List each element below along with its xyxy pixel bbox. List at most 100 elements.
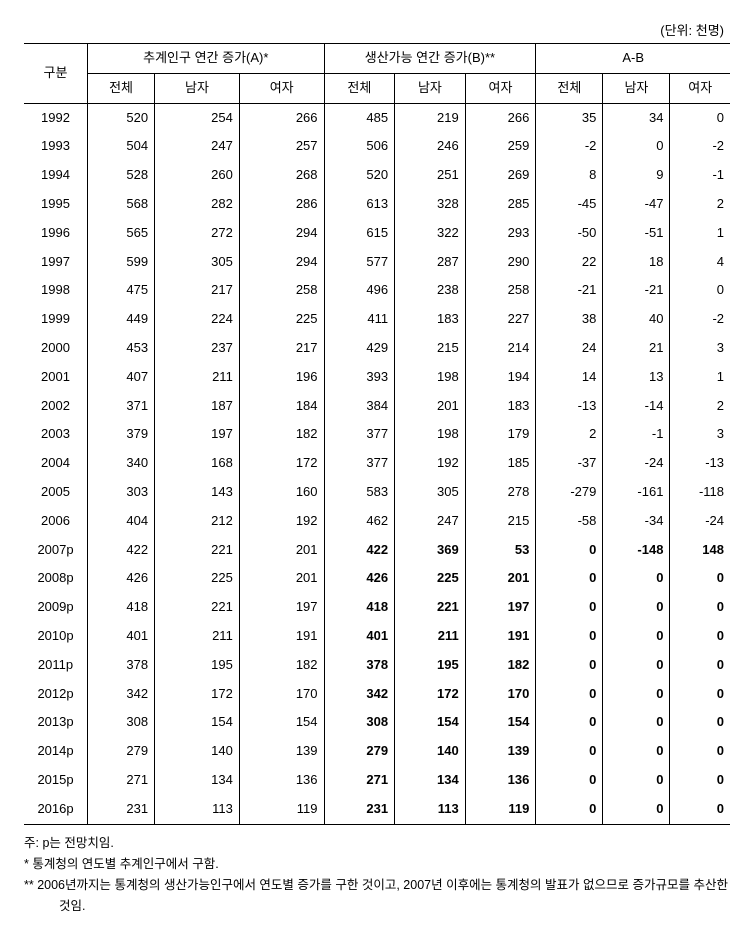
a-cell: 197 xyxy=(155,420,240,449)
a-cell: 342 xyxy=(88,680,155,709)
header-a-male: 남자 xyxy=(155,73,240,103)
year-cell: 1994 xyxy=(24,161,88,190)
d-cell: -2 xyxy=(670,132,730,161)
b-cell: 113 xyxy=(395,795,466,824)
b-cell: 194 xyxy=(465,363,536,392)
d-cell: 0 xyxy=(670,680,730,709)
a-cell: 192 xyxy=(239,507,324,536)
d-cell: 40 xyxy=(603,305,670,334)
table-row: 199252025426648521926635340 xyxy=(24,103,730,132)
table-row: 2010p401211191401211191000 xyxy=(24,622,730,651)
d-cell: -148 xyxy=(603,536,670,565)
a-cell: 134 xyxy=(155,766,240,795)
d-cell: 2 xyxy=(536,420,603,449)
a-cell: 504 xyxy=(88,132,155,161)
year-cell: 2011p xyxy=(24,651,88,680)
d-cell: 0 xyxy=(603,622,670,651)
d-cell: 0 xyxy=(536,593,603,622)
year-cell: 2005 xyxy=(24,478,88,507)
a-cell: 266 xyxy=(239,103,324,132)
d-cell: 8 xyxy=(536,161,603,190)
year-cell: 1992 xyxy=(24,103,88,132)
year-cell: 2009p xyxy=(24,593,88,622)
d-cell: -1 xyxy=(603,420,670,449)
d-cell: -24 xyxy=(670,507,730,536)
table-row: 2008p426225201426225201000 xyxy=(24,564,730,593)
b-cell: 485 xyxy=(324,103,395,132)
footnote-p: 주: p는 전망치임. xyxy=(24,833,730,854)
b-cell: 182 xyxy=(465,651,536,680)
b-cell: 293 xyxy=(465,219,536,248)
d-cell: 9 xyxy=(603,161,670,190)
b-cell: 426 xyxy=(324,564,395,593)
a-cell: 407 xyxy=(88,363,155,392)
b-cell: 183 xyxy=(465,392,536,421)
year-cell: 2015p xyxy=(24,766,88,795)
d-cell: 0 xyxy=(603,132,670,161)
a-cell: 520 xyxy=(88,103,155,132)
b-cell: 369 xyxy=(395,536,466,565)
d-cell: 13 xyxy=(603,363,670,392)
d-cell: 0 xyxy=(670,795,730,824)
a-cell: 294 xyxy=(239,248,324,277)
d-cell: 35 xyxy=(536,103,603,132)
a-cell: 258 xyxy=(239,276,324,305)
table-row: 2004340168172377192185-37-24-13 xyxy=(24,449,730,478)
b-cell: 290 xyxy=(465,248,536,277)
table-row: 2012p342172170342172170000 xyxy=(24,680,730,709)
b-cell: 615 xyxy=(324,219,395,248)
d-cell: 0 xyxy=(536,737,603,766)
header-b-total: 전체 xyxy=(324,73,395,103)
a-cell: 170 xyxy=(239,680,324,709)
d-cell: 0 xyxy=(536,536,603,565)
a-cell: 168 xyxy=(155,449,240,478)
b-cell: 462 xyxy=(324,507,395,536)
a-cell: 119 xyxy=(239,795,324,824)
b-cell: 328 xyxy=(395,190,466,219)
a-cell: 201 xyxy=(239,536,324,565)
a-cell: 528 xyxy=(88,161,155,190)
b-cell: 411 xyxy=(324,305,395,334)
b-cell: 136 xyxy=(465,766,536,795)
d-cell: 14 xyxy=(536,363,603,392)
a-cell: 305 xyxy=(155,248,240,277)
b-cell: 214 xyxy=(465,334,536,363)
b-cell: 266 xyxy=(465,103,536,132)
a-cell: 453 xyxy=(88,334,155,363)
year-cell: 2016p xyxy=(24,795,88,824)
b-cell: 377 xyxy=(324,449,395,478)
a-cell: 191 xyxy=(239,622,324,651)
population-table: 구분 추계인구 연간 증가(A)* 생산가능 연간 증가(B)** A-B 전체… xyxy=(24,43,730,825)
a-cell: 418 xyxy=(88,593,155,622)
b-cell: 577 xyxy=(324,248,395,277)
d-cell: -37 xyxy=(536,449,603,478)
table-row: 1995568282286613328285-45-472 xyxy=(24,190,730,219)
d-cell: 0 xyxy=(603,651,670,680)
year-cell: 2007p xyxy=(24,536,88,565)
b-cell: 201 xyxy=(395,392,466,421)
d-cell: 0 xyxy=(670,651,730,680)
b-cell: 271 xyxy=(324,766,395,795)
a-cell: 221 xyxy=(155,536,240,565)
header-group-b: 생산가능 연간 증가(B)** xyxy=(324,44,536,74)
b-cell: 279 xyxy=(324,737,395,766)
b-cell: 247 xyxy=(395,507,466,536)
d-cell: 0 xyxy=(536,564,603,593)
d-cell: 0 xyxy=(603,564,670,593)
a-cell: 271 xyxy=(88,766,155,795)
b-cell: 287 xyxy=(395,248,466,277)
table-row: 2015p271134136271134136000 xyxy=(24,766,730,795)
a-cell: 197 xyxy=(239,593,324,622)
d-cell: 0 xyxy=(603,766,670,795)
d-cell: -47 xyxy=(603,190,670,219)
year-cell: 1995 xyxy=(24,190,88,219)
b-cell: 393 xyxy=(324,363,395,392)
d-cell: 1 xyxy=(670,219,730,248)
header-a-total: 전체 xyxy=(88,73,155,103)
year-cell: 2013p xyxy=(24,708,88,737)
year-cell: 1993 xyxy=(24,132,88,161)
table-row: 199452826026852025126989-1 xyxy=(24,161,730,190)
d-cell: -45 xyxy=(536,190,603,219)
a-cell: 221 xyxy=(155,593,240,622)
header-d-female: 여자 xyxy=(670,73,730,103)
